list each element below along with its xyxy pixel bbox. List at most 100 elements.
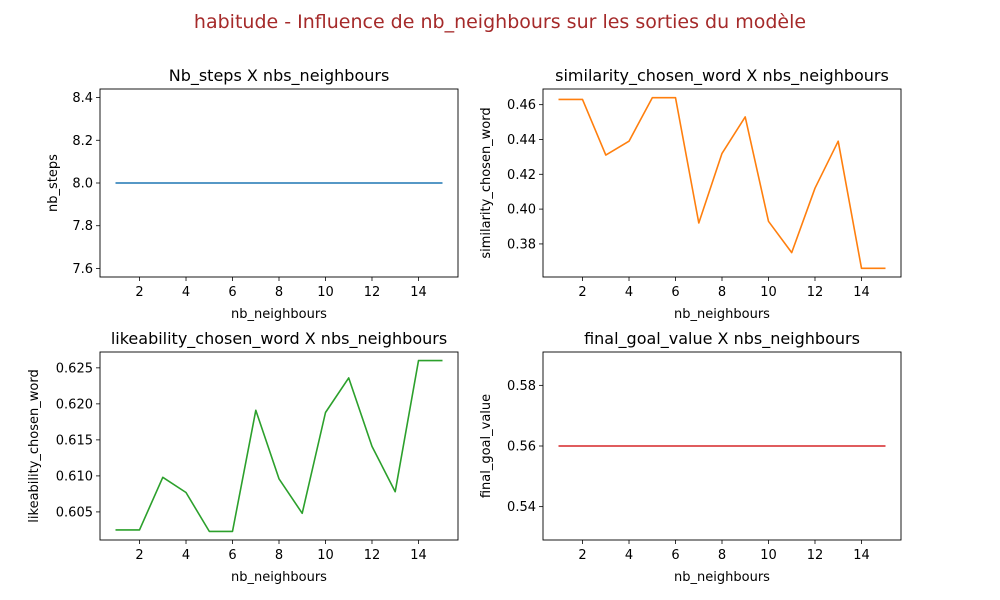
subplot-title: likeability_chosen_word X nbs_neighbours <box>111 329 447 349</box>
x-tick-label: 12 <box>364 548 381 563</box>
data-point <box>581 445 583 447</box>
x-tick-label: 2 <box>578 548 586 563</box>
data-point <box>744 116 746 118</box>
x-tick-label: 2 <box>578 285 586 300</box>
x-tick-label: 8 <box>275 548 283 563</box>
data-point <box>628 140 630 142</box>
x-tick-label: 4 <box>625 548 633 563</box>
data-point <box>324 182 326 184</box>
data-point <box>605 445 607 447</box>
data-point <box>301 182 303 184</box>
data-point <box>674 445 676 447</box>
data-point <box>371 445 373 447</box>
data-point <box>767 220 769 222</box>
data-point <box>837 140 839 142</box>
data-point <box>628 445 630 447</box>
x-tick-label: 8 <box>718 548 726 563</box>
x-tick-label: 10 <box>317 285 334 300</box>
subplot-title: similarity_chosen_word X nbs_neighbours <box>555 66 889 86</box>
y-tick-label: 0.605 <box>56 505 93 520</box>
x-tick-label: 14 <box>853 285 870 300</box>
data-point <box>558 445 560 447</box>
data-point <box>814 187 816 189</box>
data-point <box>138 182 140 184</box>
subplot-likeability-chosen-word: likeability_chosen_word X nbs_neighbours… <box>27 329 458 585</box>
subplot-similarity-chosen-word: similarity_chosen_word X nbs_neighbours … <box>479 66 901 322</box>
data-point <box>767 445 769 447</box>
y-tick-label: 7.6 <box>72 262 93 277</box>
data-point <box>884 267 886 269</box>
data-point <box>231 182 233 184</box>
data-point <box>255 182 257 184</box>
data-point <box>278 478 280 480</box>
x-tick-label: 4 <box>182 548 190 563</box>
series-line <box>116 361 441 532</box>
data-point <box>651 97 653 99</box>
data-point <box>348 377 350 379</box>
y-axis-label: likeability_chosen_word <box>27 369 42 522</box>
x-tick-label: 2 <box>135 548 143 563</box>
x-tick-label: 6 <box>671 285 679 300</box>
data-point <box>860 267 862 269</box>
data-point <box>791 251 793 253</box>
data-point <box>185 491 187 493</box>
x-tick-label: 14 <box>410 285 427 300</box>
x-axis-label: nb_neighbours <box>674 307 770 322</box>
x-tick-label: 12 <box>807 285 824 300</box>
data-point <box>301 512 303 514</box>
data-point <box>231 530 233 532</box>
x-tick-label: 6 <box>228 548 236 563</box>
x-tick-label: 10 <box>317 548 334 563</box>
data-point <box>162 476 164 478</box>
y-axis-label: final_goal_value <box>479 394 494 498</box>
data-point <box>441 182 443 184</box>
data-point <box>837 445 839 447</box>
y-tick-label: 0.615 <box>56 433 93 448</box>
data-point <box>324 411 326 413</box>
subplot-title: Nb_steps X nbs_neighbours <box>169 66 390 86</box>
y-tick-label: 0.42 <box>507 168 536 183</box>
y-tick-label: 0.40 <box>507 203 536 218</box>
data-point <box>394 491 396 493</box>
x-axis-label: nb_neighbours <box>231 570 327 585</box>
data-point <box>394 182 396 184</box>
x-axis-label: nb_neighbours <box>674 570 770 585</box>
data-point <box>371 182 373 184</box>
x-axis-label: nb_neighbours <box>231 307 327 322</box>
data-point <box>744 445 746 447</box>
y-tick-label: 8.4 <box>72 91 93 106</box>
figure-title: habitude - Influence de nb_neighbours su… <box>194 11 806 33</box>
data-point <box>417 359 419 361</box>
data-point <box>814 445 816 447</box>
data-point <box>185 182 187 184</box>
data-point <box>558 98 560 100</box>
subplot-nb-steps: Nb_steps X nbs_neighbours nb_neighbours … <box>46 66 458 322</box>
y-tick-label: 0.625 <box>56 361 93 376</box>
x-tick-label: 6 <box>671 548 679 563</box>
data-point <box>115 182 117 184</box>
y-tick-label: 0.46 <box>507 98 536 113</box>
data-point <box>138 529 140 531</box>
data-point <box>721 152 723 154</box>
y-tick-label: 0.620 <box>56 397 93 412</box>
data-point <box>698 222 700 224</box>
series-line <box>559 98 884 269</box>
data-point <box>605 154 607 156</box>
y-axis-label: similarity_chosen_word <box>479 107 494 258</box>
y-tick-label: 0.58 <box>507 379 536 394</box>
data-point <box>651 445 653 447</box>
data-point <box>674 97 676 99</box>
x-tick-label: 2 <box>135 285 143 300</box>
data-point <box>791 445 793 447</box>
x-tick-label: 4 <box>182 285 190 300</box>
x-tick-label: 8 <box>718 285 726 300</box>
x-tick-label: 12 <box>807 548 824 563</box>
data-point <box>721 445 723 447</box>
subplot-title: final_goal_value X nbs_neighbours <box>584 329 860 349</box>
data-point <box>441 359 443 361</box>
y-axis-label: nb_steps <box>46 154 61 212</box>
x-tick-label: 12 <box>364 285 381 300</box>
y-tick-label: 7.8 <box>72 219 93 234</box>
y-tick-label: 0.44 <box>507 133 536 148</box>
